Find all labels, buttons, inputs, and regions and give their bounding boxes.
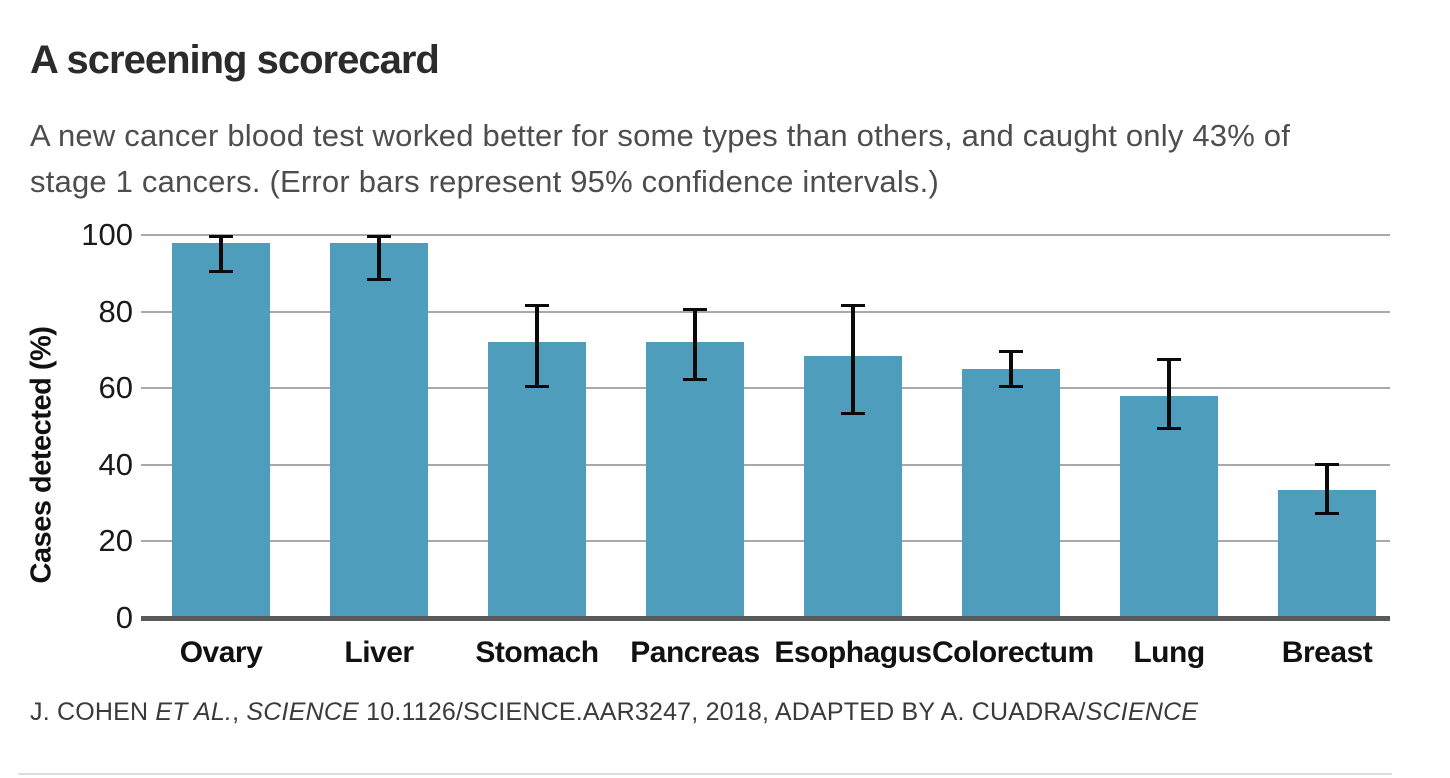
- error-bar-bottom-cap: [367, 277, 391, 281]
- category-label: Liver: [344, 636, 414, 669]
- bar: [646, 342, 744, 618]
- error-bar: [851, 303, 855, 415]
- error-bar: [1167, 357, 1171, 431]
- y-tick-label: 0: [115, 600, 133, 635]
- error-bar-bottom-cap: [999, 385, 1023, 389]
- error-bar: [1325, 462, 1329, 515]
- credit-text-segment: ET AL.: [155, 698, 233, 726]
- category-label: Esophagus: [774, 636, 932, 669]
- error-bar-bottom-cap: [1315, 511, 1339, 515]
- chart-title: A screening scorecard: [30, 38, 440, 82]
- error-bar: [377, 235, 381, 281]
- credit-text-segment: SCIENCE: [246, 698, 359, 726]
- bar: [962, 369, 1060, 618]
- category-label: Lung: [1133, 636, 1205, 669]
- chart-subtitle-line1: A new cancer blood test worked better fo…: [30, 118, 1291, 153]
- bar-chart-plot-area: [141, 234, 1390, 621]
- error-bar: [693, 307, 697, 381]
- error-bar-bottom-cap: [841, 412, 865, 415]
- error-bar: [219, 235, 223, 274]
- error-bar: [535, 303, 539, 389]
- credit-text-segment: 10.1126/SCIENCE.AAR3247, 2018, ADAPTED B…: [358, 698, 1086, 726]
- error-bar-top-cap: [683, 307, 707, 311]
- bottom-divider: [18, 773, 1392, 775]
- error-bar-bottom-cap: [683, 377, 707, 381]
- error-bar: [1009, 349, 1013, 389]
- category-label: Pancreas: [630, 636, 760, 669]
- gridline: [141, 463, 1390, 466]
- source-credit-line: J. COHEN ET AL., SCIENCE 10.1126/SCIENCE…: [30, 698, 1198, 727]
- gridline: [141, 387, 1390, 390]
- bar: [172, 242, 270, 618]
- category-label: Breast: [1281, 636, 1373, 669]
- error-bar-top-cap: [209, 235, 233, 238]
- error-bar-bottom-cap: [209, 270, 233, 274]
- bar: [1120, 395, 1218, 618]
- y-tick-label: 20: [98, 523, 133, 559]
- error-bar-bottom-cap: [525, 385, 549, 389]
- category-label: Stomach: [475, 636, 599, 669]
- error-bar-bottom-cap: [1157, 427, 1181, 431]
- error-bar-top-cap: [1157, 357, 1181, 361]
- bar: [488, 342, 586, 618]
- credit-text-segment: J. COHEN: [30, 698, 156, 726]
- x-axis-baseline: [141, 616, 1390, 621]
- credit-text-segment: ,: [232, 698, 247, 726]
- error-bar-top-cap: [1315, 462, 1339, 466]
- bar: [330, 242, 428, 618]
- gridline: [141, 540, 1390, 543]
- y-tick-label: 60: [98, 370, 133, 406]
- gridline: [141, 310, 1390, 313]
- error-bar-top-cap: [841, 303, 865, 307]
- gridline: [141, 234, 1390, 236]
- y-tick-label: 40: [98, 446, 133, 482]
- error-bar-top-cap: [999, 349, 1023, 353]
- chart-subtitle-line2: stage 1 cancers. (Error bars represent 9…: [30, 164, 939, 199]
- category-label: Colorectum: [932, 636, 1094, 669]
- y-tick-label: 80: [98, 293, 133, 329]
- error-bar-top-cap: [367, 235, 391, 238]
- category-label: Ovary: [179, 636, 263, 669]
- y-tick-label: 100: [81, 217, 133, 252]
- error-bar-top-cap: [525, 303, 549, 307]
- credit-text-segment: SCIENCE: [1085, 698, 1199, 726]
